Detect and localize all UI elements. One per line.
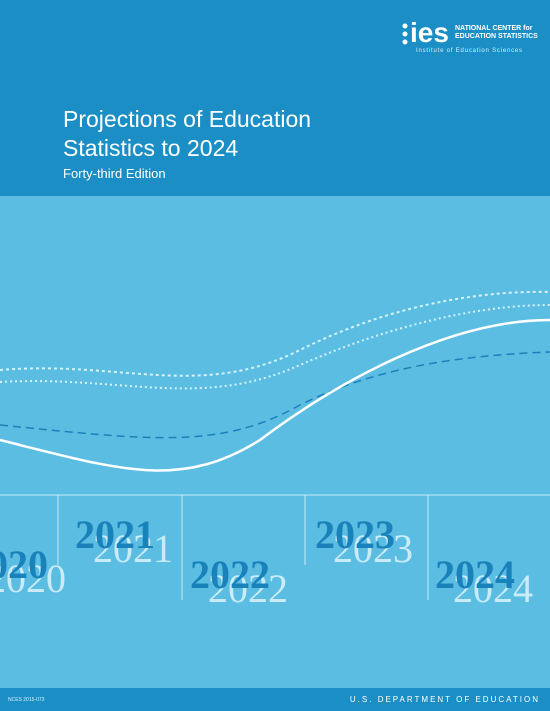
logo-mark: ies [410,17,449,48]
decorative-curves [0,290,550,472]
years: 2020202020212021202220222023202320242024 [0,512,533,611]
title-line: Statistics to 2024 [63,135,238,161]
logo-line: NATIONAL CENTER for [455,25,533,32]
year: 2024 [435,552,515,597]
logo-line: EDUCATION STATISTICS [455,33,538,40]
year: 2023 [315,512,395,557]
year: 2021 [75,512,155,557]
year-shadow: 2022 [208,566,288,611]
subtitle: Forty-third Edition [63,166,166,181]
logo: ies NATIONAL CENTER for EDUCATION STATIS… [402,17,538,54]
year-shadow: 2021 [93,526,173,571]
body-band [0,196,550,688]
year: 2022 [190,552,270,597]
header-band [0,0,550,196]
logo-line: Institute of Education Sciences [416,48,523,54]
title-line: Projections of Education [63,106,311,132]
footer-band [0,688,550,711]
year-shadow: 2024 [453,566,533,611]
year-shadow: 2023 [333,526,413,571]
department: U.S. DEPARTMENT OF EDUCATION [350,695,540,704]
timeline-rules [0,494,550,600]
report-number: NCES 2015-073 [8,697,45,703]
